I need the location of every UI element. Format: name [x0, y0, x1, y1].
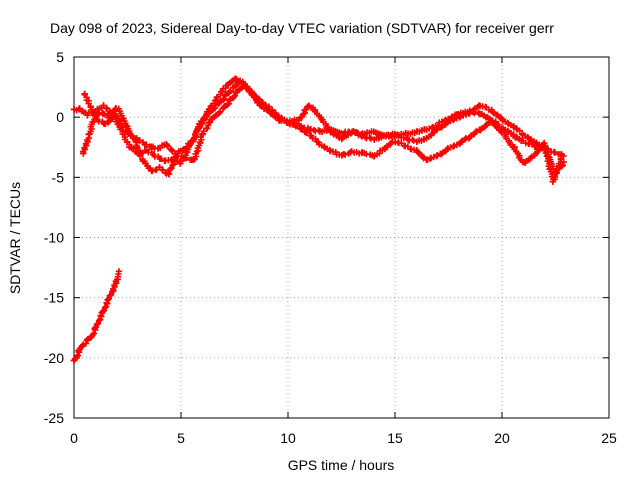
series-marker-fill	[169, 161, 176, 169]
chart-title: Day 098 of 2023, Sidereal Day-to-day VTE…	[50, 20, 554, 36]
data-point	[557, 155, 565, 163]
series-marker-fill	[104, 296, 111, 303]
series-marker-fill	[219, 96, 227, 104]
x-tick-label: 5	[177, 430, 185, 446]
series-marker-fill	[93, 321, 101, 328]
series-track-c	[81, 75, 565, 185]
series-marker-fill	[158, 155, 165, 163]
x-tick-label: 10	[280, 430, 296, 446]
x-tick-labels: 0 5 10 15 20 25	[70, 430, 617, 446]
series-marker-fill	[315, 127, 322, 134]
series-marker-fill	[456, 114, 463, 121]
series-marker-fill	[79, 342, 86, 350]
series-marker-fill	[220, 95, 228, 102]
series-marker-fill	[551, 149, 559, 156]
series-marker-fill	[367, 135, 375, 142]
series-track-b	[79, 82, 567, 178]
x-tick-label: 25	[601, 430, 617, 446]
series-marker-fill	[167, 165, 174, 173]
series-marker-fill	[231, 92, 239, 99]
y-tick-label: -10	[44, 230, 64, 246]
series-marker-fill	[341, 151, 349, 158]
series-marker-fill	[99, 308, 107, 315]
x-tick-label: 20	[494, 430, 510, 446]
x-axis-label: GPS time / hours	[288, 457, 395, 473]
series-marker-fill	[358, 132, 366, 140]
y-axis-label: SDTVAR / TECUs	[7, 182, 23, 294]
series-marker-fill	[225, 100, 232, 107]
series-marker-fill	[221, 92, 229, 99]
y-tick-label: -20	[44, 350, 64, 366]
series-marker-fill	[226, 88, 233, 96]
series-marker-fill	[244, 84, 251, 92]
series-marker-fill	[83, 337, 91, 344]
series-marker-fill	[239, 80, 247, 87]
data-series	[70, 75, 567, 364]
y-tick-labels: -25 -20 -15 -10 -5 0 5	[44, 49, 64, 426]
grid-lines	[74, 57, 609, 418]
series-marker-fill	[108, 288, 116, 296]
series-marker-fill	[179, 147, 186, 154]
series-marker-fill	[136, 137, 143, 144]
y-tick-label: -5	[52, 169, 65, 185]
series-marker-fill	[101, 304, 109, 311]
axis-ticks	[73, 56, 610, 419]
series-marker-fill	[82, 340, 90, 347]
series-marker-fill	[163, 142, 171, 149]
series-marker-fill	[105, 118, 113, 125]
series-marker-fill	[91, 112, 99, 120]
series-marker-fill	[216, 109, 223, 117]
series-marker-fill	[89, 109, 97, 116]
series-marker-fill	[183, 144, 190, 152]
series-marker-fill	[191, 131, 199, 138]
series-marker-fill	[224, 101, 231, 108]
series-marker-fill	[428, 124, 436, 132]
series-marker-fill	[95, 317, 103, 324]
series-marker-fill	[183, 154, 190, 162]
series-track-d	[70, 268, 123, 364]
series-marker-fill	[307, 125, 315, 133]
series-marker-fill	[449, 116, 457, 124]
series-marker-fill	[433, 152, 440, 160]
x-tick-label: 0	[70, 430, 78, 446]
series-marker-fill	[136, 152, 144, 159]
series-marker-fill	[450, 143, 457, 150]
y-tick-label: 0	[56, 109, 64, 125]
y-tick-label: 5	[56, 49, 64, 65]
data-point	[115, 268, 123, 275]
series-marker-fill	[465, 110, 472, 117]
x-tick-label: 15	[387, 430, 403, 446]
series-marker-fill	[230, 93, 238, 100]
series-marker-fill	[91, 325, 98, 332]
series-marker-fill	[226, 97, 233, 104]
series-marker-fill	[124, 128, 131, 135]
series-marker-fill	[410, 137, 417, 144]
series-marker-fill	[106, 292, 114, 300]
y-tick-label: -25	[44, 410, 64, 426]
series-marker-fill	[142, 141, 150, 148]
series-marker-fill	[559, 161, 566, 169]
series-marker-fill	[426, 155, 434, 162]
series-marker-fill	[220, 104, 228, 111]
series-marker-fill	[184, 143, 191, 150]
series-marker-fill	[168, 146, 175, 154]
series-marker-fill	[235, 77, 242, 85]
y-tick-label: -15	[44, 290, 64, 306]
